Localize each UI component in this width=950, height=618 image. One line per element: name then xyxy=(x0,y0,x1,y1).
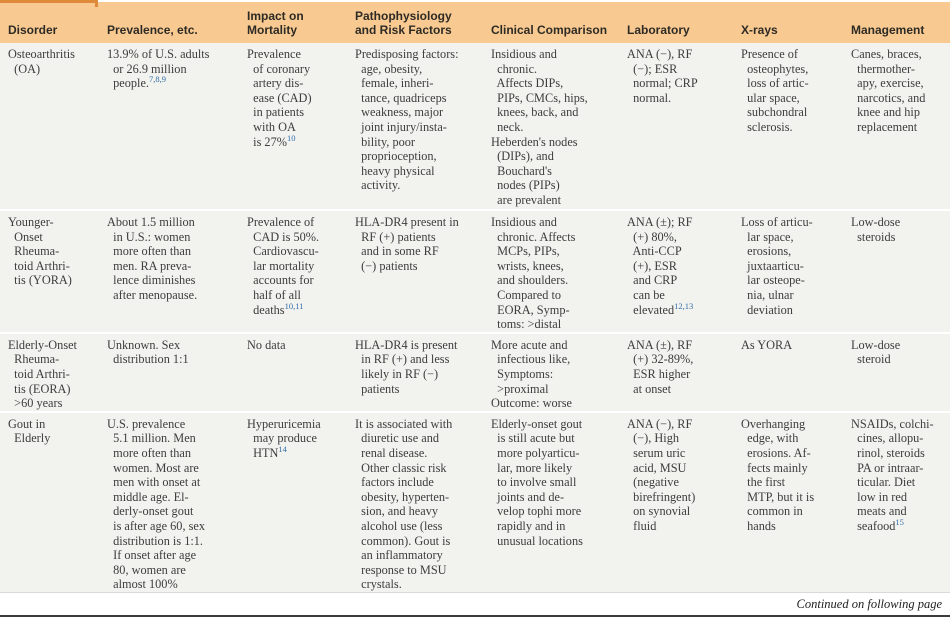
header-laboratory: Laboratory xyxy=(627,22,690,37)
reference-superscript: 7,8,9 xyxy=(149,74,167,85)
disorder-comparison-table: Disorder Prevalence, etc. Impact on Mort… xyxy=(0,0,950,593)
cell-management: Low-dose steroid xyxy=(851,337,901,367)
reference-superscript: 14 xyxy=(278,443,287,454)
header-xrays: X-rays xyxy=(741,22,778,37)
header-clinical-comparison: Clinical Comparison xyxy=(491,22,608,37)
cell-laboratory: ANA (−), RF (−), High serum uric acid, M… xyxy=(627,416,696,533)
cell-xrays: As YORA xyxy=(741,337,793,352)
continued-note: Continued on following page xyxy=(796,597,942,611)
table-row-eora: Elderly-Onset Rheuma- toid Arthri- tis (… xyxy=(0,333,950,413)
cell-pathophysiology: It is associated with diuretic use and r… xyxy=(355,416,453,592)
cell-disorder: Osteoarthritis (OA) xyxy=(8,47,75,76)
cell-xrays: Loss of articu- lar space, erosions, jux… xyxy=(741,215,813,317)
reference-superscript: 12,13 xyxy=(674,300,694,311)
header-impact-on-mortality: Impact on Mortality xyxy=(247,9,304,37)
table-top-edge xyxy=(0,0,950,7)
cell-disorder: Elderly-Onset Rheuma- toid Arthri- tis (… xyxy=(8,337,77,411)
table-row-gout: Gout in Elderly U.S. prevalence 5.1 mill… xyxy=(0,412,950,593)
top-accent-divider xyxy=(95,0,98,7)
cell-mortality: Hyperuricemia may produce HTN14 xyxy=(247,416,321,460)
cell-laboratory: ANA (±), RF (+) 32-89%, ESR higher at on… xyxy=(627,337,694,396)
cell-laboratory: ANA (±); RF (+) 80%, Anti-CCP (+), ESR a… xyxy=(627,215,694,317)
cell-pathophysiology: Predisposing factors: age, obesity, fema… xyxy=(355,47,459,193)
cell-laboratory: ANA (−), RF (−); ESR normal; CRP normal. xyxy=(627,47,698,105)
table-row-yora: Younger- Onset Rheuma- toid Arthri- tis … xyxy=(0,211,950,334)
top-white-line xyxy=(98,0,950,2)
header-management: Management xyxy=(851,22,925,37)
top-accent-line xyxy=(0,0,97,3)
reference-superscript: 10,11 xyxy=(284,300,304,311)
cell-disorder: Gout in Elderly xyxy=(8,416,51,446)
cell-prevalence: 13.9% of U.S. adults or 26.9 million peo… xyxy=(107,47,210,91)
table-row-osteoarthritis: Osteoarthritis (OA) 13.9% of U.S. adults… xyxy=(0,43,950,211)
bottom-rule xyxy=(0,615,950,617)
cell-pathophysiology: HLA-DR4 present in RF (+) patients and i… xyxy=(355,215,459,273)
cell-clinical: More acute and infectious like, Symptoms… xyxy=(491,337,572,411)
cell-prevalence: Unknown. Sex distribution 1:1 xyxy=(107,337,189,367)
cell-disorder: Younger- Onset Rheuma- toid Arthri- tis … xyxy=(8,215,72,288)
cell-xrays: Overhanging edge, with erosions. Af- fec… xyxy=(741,416,815,533)
cell-xrays: Presence of osteophytes, loss of artic- … xyxy=(741,47,809,134)
header-prevalence: Prevalence, etc. xyxy=(107,22,198,37)
cell-prevalence: About 1.5 million in U.S.: women more of… xyxy=(107,215,198,302)
cell-mortality: Prevalence of coronary artery dis- ease … xyxy=(247,47,312,149)
header-disorder: Disorder xyxy=(8,22,58,37)
cell-prevalence: U.S. prevalence 5.1 million. Men more of… xyxy=(107,416,205,592)
cell-clinical: Insidious and chronic. Affects MCPs, PIP… xyxy=(491,215,576,332)
cell-clinical: Insidious and chronic. Affects DIPs, PIP… xyxy=(491,47,588,207)
reference-superscript: 15 xyxy=(895,516,904,527)
cell-management: Low-dose steroids xyxy=(851,215,901,244)
cell-management: NSAIDs, colchi- cines, allopu- rinol, st… xyxy=(851,416,934,533)
reference-superscript: 10 xyxy=(286,132,296,143)
cell-mortality: Prevalence of CAD is 50%. Cardiovascu- l… xyxy=(247,215,320,317)
cell-pathophysiology: HLA-DR4 is present in RF (+) and less li… xyxy=(355,337,458,396)
table-header-row: Disorder Prevalence, etc. Impact on Mort… xyxy=(0,7,950,43)
cell-management: Canes, braces, thermother- apy, exercise… xyxy=(851,47,926,134)
header-pathophysiology: Pathophysiology and Risk Factors xyxy=(355,9,452,37)
cell-clinical: Elderly-onset gout is still acute but mo… xyxy=(491,416,583,548)
cell-mortality: No data xyxy=(247,337,286,352)
